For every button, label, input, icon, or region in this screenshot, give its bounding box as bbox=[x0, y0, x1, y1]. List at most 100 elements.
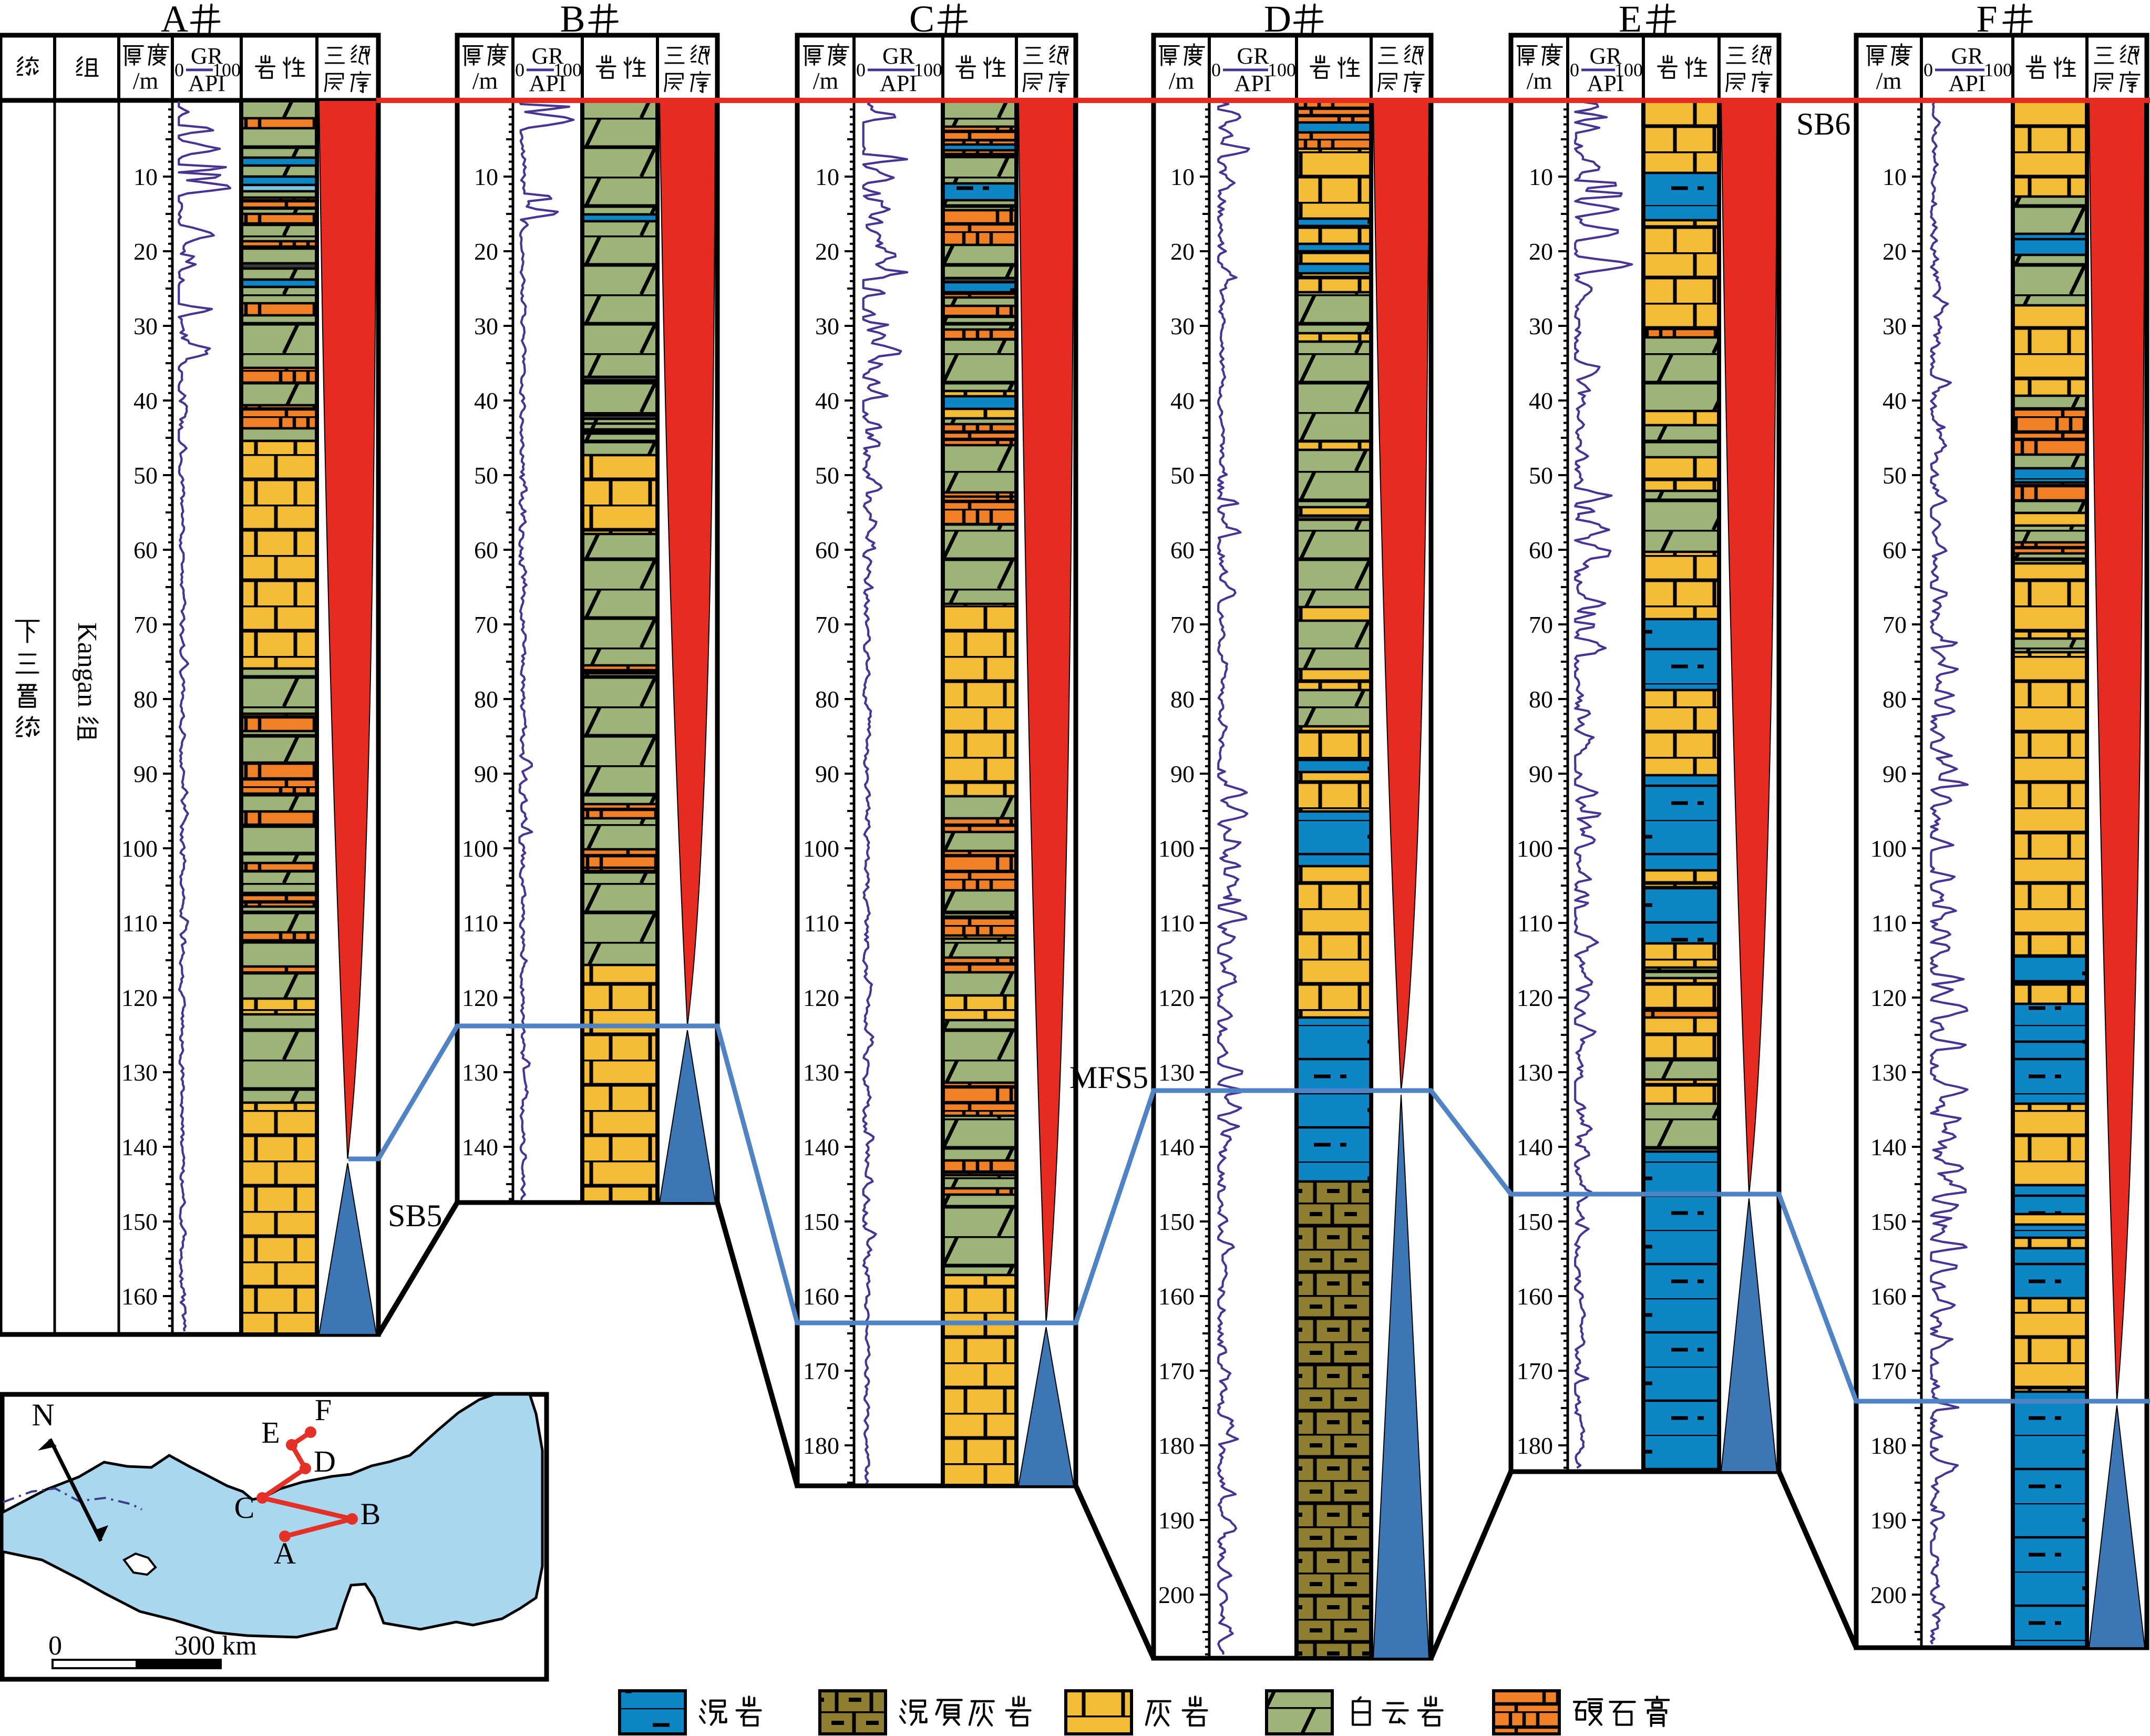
svg-text:160: 160 bbox=[803, 1283, 839, 1310]
svg-text:40: 40 bbox=[1170, 387, 1195, 414]
svg-text:120: 120 bbox=[121, 984, 158, 1011]
svg-text:160: 160 bbox=[1158, 1283, 1195, 1310]
svg-text:30: 30 bbox=[133, 313, 158, 340]
svg-text:80: 80 bbox=[815, 686, 839, 713]
svg-text:100: 100 bbox=[914, 59, 942, 80]
svg-text:130: 130 bbox=[121, 1059, 158, 1086]
svg-text:API: API bbox=[529, 70, 567, 96]
svg-text:110: 110 bbox=[1159, 910, 1195, 937]
svg-text:70: 70 bbox=[1882, 611, 1907, 638]
svg-text:GR: GR bbox=[191, 43, 223, 69]
svg-text:160: 160 bbox=[1870, 1283, 1907, 1310]
svg-text:20: 20 bbox=[133, 238, 158, 265]
svg-text:Kangan: Kangan bbox=[72, 622, 102, 707]
svg-text:70: 70 bbox=[815, 611, 839, 638]
svg-text:C: C bbox=[234, 1491, 255, 1525]
svg-text:70: 70 bbox=[1170, 611, 1195, 638]
svg-text:40: 40 bbox=[133, 387, 158, 414]
svg-text:30: 30 bbox=[1529, 313, 1553, 340]
svg-text:80: 80 bbox=[1882, 686, 1907, 713]
svg-text:140: 140 bbox=[803, 1134, 839, 1160]
svg-text:GR: GR bbox=[882, 43, 915, 69]
svg-text:100: 100 bbox=[212, 59, 241, 80]
svg-text:90: 90 bbox=[815, 761, 839, 787]
svg-text:100: 100 bbox=[1268, 59, 1296, 80]
svg-text:API: API bbox=[1587, 70, 1624, 96]
svg-text:80: 80 bbox=[474, 686, 498, 713]
svg-text:50: 50 bbox=[1882, 462, 1907, 489]
svg-text:110: 110 bbox=[1518, 910, 1553, 937]
svg-text:10: 10 bbox=[1170, 163, 1195, 190]
svg-text:140: 140 bbox=[462, 1134, 498, 1160]
svg-text:80: 80 bbox=[1529, 686, 1553, 713]
svg-text:/m: /m bbox=[1876, 67, 1902, 94]
svg-text:0: 0 bbox=[48, 1631, 62, 1661]
svg-text:60: 60 bbox=[1170, 537, 1195, 563]
svg-text:10: 10 bbox=[1529, 163, 1553, 190]
svg-text:0: 0 bbox=[515, 59, 524, 80]
svg-text:100: 100 bbox=[462, 835, 498, 862]
svg-text:90: 90 bbox=[474, 761, 498, 787]
svg-text:60: 60 bbox=[1882, 537, 1907, 563]
svg-text:SB5: SB5 bbox=[388, 1198, 442, 1233]
svg-text:100: 100 bbox=[1158, 835, 1195, 862]
svg-text:120: 120 bbox=[1870, 984, 1907, 1011]
svg-text:10: 10 bbox=[133, 163, 158, 190]
svg-text:110: 110 bbox=[1871, 910, 1907, 937]
svg-text:SB6: SB6 bbox=[1796, 107, 1850, 141]
svg-text:0: 0 bbox=[1211, 59, 1221, 80]
svg-text:140: 140 bbox=[1517, 1134, 1553, 1160]
svg-text:150: 150 bbox=[1870, 1208, 1907, 1235]
svg-text:API: API bbox=[880, 70, 917, 96]
svg-text:20: 20 bbox=[1529, 238, 1553, 265]
svg-text:200: 200 bbox=[1870, 1581, 1907, 1608]
svg-text:50: 50 bbox=[133, 462, 158, 489]
svg-text:A: A bbox=[274, 1536, 296, 1570]
svg-text:0: 0 bbox=[1923, 59, 1933, 80]
svg-text:50: 50 bbox=[815, 462, 839, 489]
svg-text:20: 20 bbox=[1882, 238, 1907, 265]
svg-text:130: 130 bbox=[462, 1059, 498, 1086]
svg-text:110: 110 bbox=[122, 910, 158, 937]
svg-text:/m: /m bbox=[472, 67, 498, 94]
svg-text:GR: GR bbox=[1951, 43, 1983, 69]
svg-text:120: 120 bbox=[462, 984, 498, 1011]
svg-text:GR: GR bbox=[531, 43, 564, 69]
svg-text:/m: /m bbox=[813, 67, 839, 94]
svg-text:170: 170 bbox=[1158, 1358, 1195, 1384]
svg-text:140: 140 bbox=[1158, 1134, 1195, 1160]
svg-text:90: 90 bbox=[1882, 761, 1907, 787]
svg-text:100: 100 bbox=[1614, 59, 1643, 80]
svg-text:200: 200 bbox=[1158, 1581, 1195, 1608]
svg-text:/m: /m bbox=[133, 67, 159, 94]
svg-text:170: 170 bbox=[1870, 1358, 1907, 1384]
svg-text:GR: GR bbox=[1589, 43, 1622, 69]
svg-text:100: 100 bbox=[1870, 835, 1907, 862]
svg-text:60: 60 bbox=[474, 537, 498, 563]
svg-text:150: 150 bbox=[1517, 1208, 1553, 1235]
svg-text:170: 170 bbox=[1517, 1358, 1553, 1384]
svg-text:50: 50 bbox=[1170, 462, 1195, 489]
svg-text:180: 180 bbox=[1517, 1432, 1553, 1459]
svg-text:80: 80 bbox=[1170, 686, 1195, 713]
svg-text:10: 10 bbox=[1882, 163, 1907, 190]
svg-text:130: 130 bbox=[1158, 1059, 1195, 1086]
svg-text:60: 60 bbox=[133, 537, 158, 563]
svg-text:190: 190 bbox=[1158, 1507, 1195, 1534]
svg-text:100: 100 bbox=[553, 59, 582, 80]
svg-text:API: API bbox=[1949, 70, 1986, 96]
svg-text:90: 90 bbox=[133, 761, 158, 787]
svg-text:40: 40 bbox=[474, 387, 498, 414]
svg-text:180: 180 bbox=[1870, 1432, 1907, 1459]
svg-text:60: 60 bbox=[815, 537, 839, 563]
svg-text:90: 90 bbox=[1529, 761, 1553, 787]
svg-text:30: 30 bbox=[1170, 313, 1195, 340]
svg-text:40: 40 bbox=[1882, 387, 1907, 414]
svg-text:API: API bbox=[188, 70, 225, 96]
svg-text:50: 50 bbox=[1529, 462, 1553, 489]
svg-text:40: 40 bbox=[1529, 387, 1553, 414]
svg-text:100: 100 bbox=[1984, 59, 2012, 80]
svg-text:GR: GR bbox=[1237, 43, 1269, 69]
svg-text:API: API bbox=[1235, 70, 1272, 96]
svg-text:150: 150 bbox=[121, 1208, 158, 1235]
